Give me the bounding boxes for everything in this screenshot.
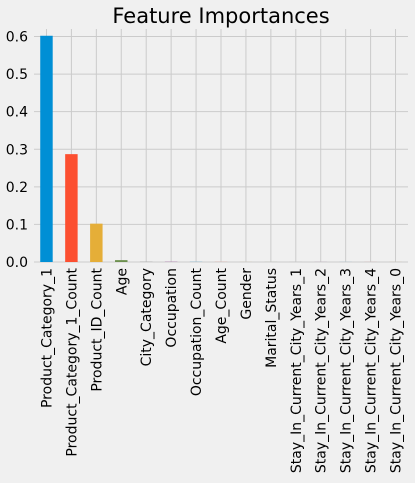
x-tick-label: Stay_In_Current_City_Years_1 xyxy=(289,268,305,473)
y-tick-label: 0.3 xyxy=(6,142,28,158)
x-tick-label: Product_ID_Count xyxy=(89,268,105,392)
y-tick-label: 0.5 xyxy=(6,67,28,83)
x-tick-label: City_Category xyxy=(139,268,155,366)
bar-product-id-count xyxy=(90,224,102,262)
y-tick-label: 0.6 xyxy=(6,30,28,46)
bar-product-category-1 xyxy=(40,36,52,262)
y-tick-label: 0.2 xyxy=(6,180,28,196)
x-tick-label: Age xyxy=(114,268,130,295)
x-tick-label: Marital_Status xyxy=(264,268,280,368)
x-tick-label: Stay_In_Current_City_Years_0 xyxy=(389,268,405,473)
bar-age xyxy=(115,260,127,262)
x-tick-label: Stay_In_Current_City_Years_2 xyxy=(314,268,330,473)
y-tick-label: 0.4 xyxy=(6,105,28,121)
y-axis-ticks: 0.0 0.1 0.2 0.3 0.4 0.5 0.6 xyxy=(6,30,28,271)
x-tick-label: Product_Category_1 xyxy=(39,268,55,408)
x-tick-label: Product_Category_1_Count xyxy=(64,267,80,456)
y-tick-label: 0.0 xyxy=(6,255,28,271)
x-tick-label: Stay_In_Current_City_Years_3 xyxy=(339,268,355,473)
x-tick-label: Occupation_Count xyxy=(189,267,205,396)
chart-title: Feature Importances xyxy=(112,4,329,28)
x-tick-label: Gender xyxy=(239,268,255,320)
x-tick-label: Occupation xyxy=(164,268,180,348)
bar-product-category-1-count xyxy=(65,154,77,262)
x-tick-label: Stay_In_Current_City_Years_4 xyxy=(364,268,380,473)
x-tick-label: Age_Count xyxy=(214,267,230,343)
x-axis-ticks: Product_Category_1 Product_Category_1_Cou… xyxy=(39,267,404,473)
y-tick-label: 0.1 xyxy=(6,217,28,233)
